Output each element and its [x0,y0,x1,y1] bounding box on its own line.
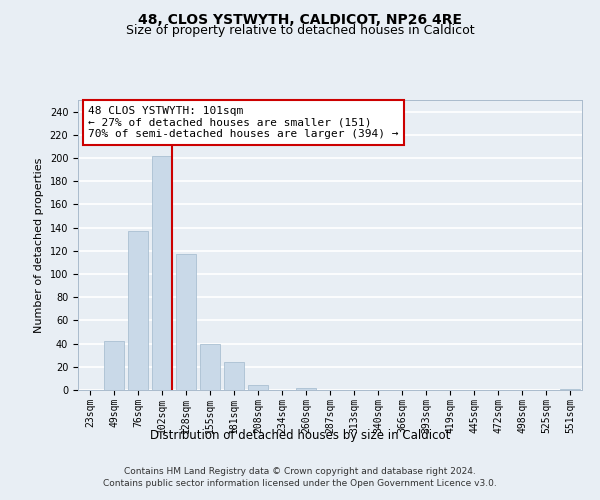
Text: 48 CLOS YSTWYTH: 101sqm
← 27% of detached houses are smaller (151)
70% of semi-d: 48 CLOS YSTWYTH: 101sqm ← 27% of detache… [88,106,398,139]
Bar [128,231,148,390]
Bar [104,342,124,390]
Bar [296,388,316,390]
Text: Contains HM Land Registry data © Crown copyright and database right 2024.
Contai: Contains HM Land Registry data © Crown c… [103,467,497,488]
Bar [224,362,244,390]
Bar [248,386,268,390]
Y-axis label: Number of detached properties: Number of detached properties [34,158,44,332]
Bar [200,344,220,390]
Text: Distribution of detached houses by size in Caldicot: Distribution of detached houses by size … [150,428,450,442]
Bar [560,389,580,390]
Bar [152,156,172,390]
Text: Size of property relative to detached houses in Caldicot: Size of property relative to detached ho… [125,24,475,37]
Text: 48, CLOS YSTWYTH, CALDICOT, NP26 4RE: 48, CLOS YSTWYTH, CALDICOT, NP26 4RE [138,12,462,26]
Bar [176,254,196,390]
